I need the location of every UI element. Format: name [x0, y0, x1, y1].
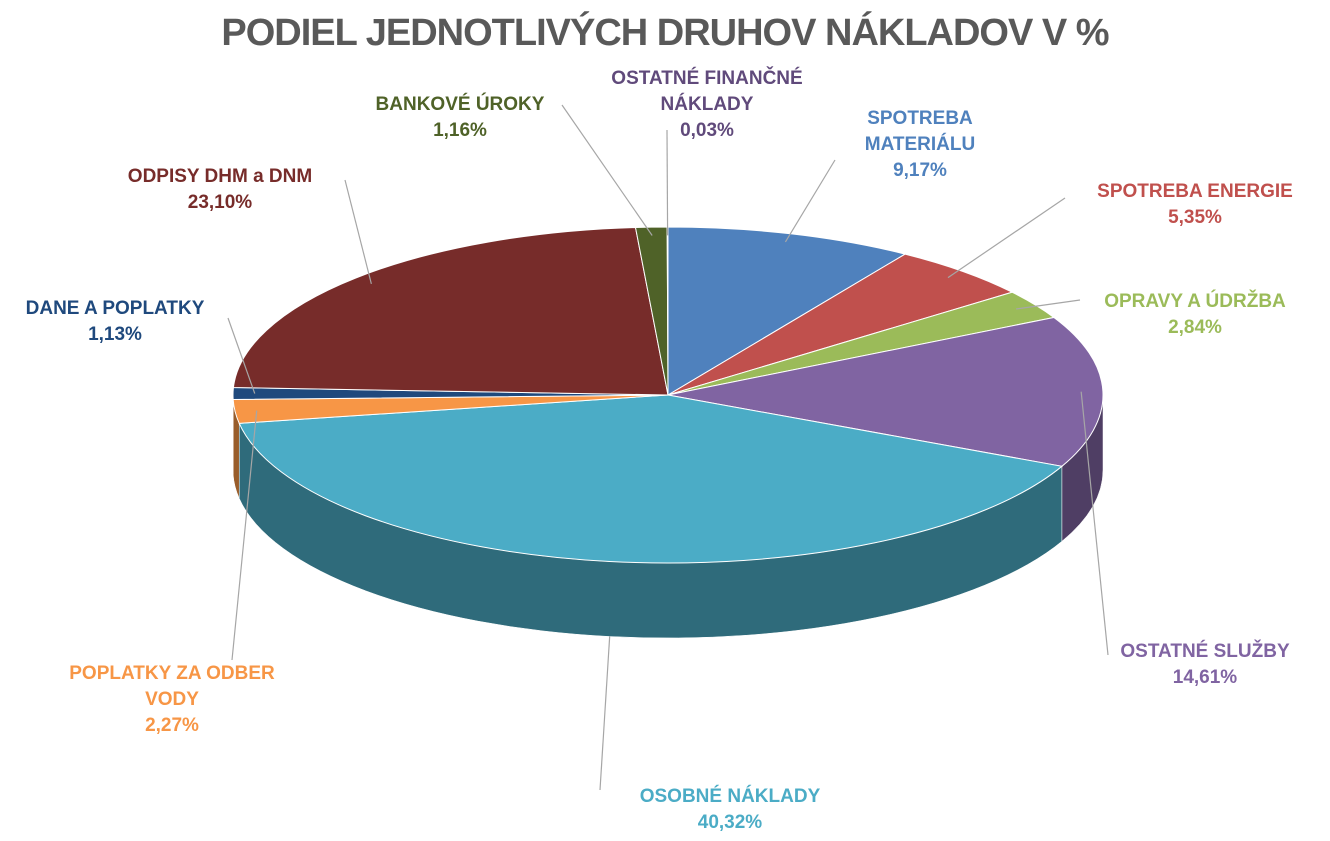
- slice: [238, 394, 1064, 564]
- value-label: 2,27%: [145, 715, 199, 736]
- slice: [667, 253, 1014, 396]
- data-label: BANKOVÉ ÚROKY 1,16%: [340, 92, 580, 144]
- value-label: 23,10%: [187, 192, 253, 213]
- leader-line: [561, 104, 653, 236]
- data-label: OPRAVY A ÚDRŽBA 2,84%: [1065, 289, 1325, 341]
- slice: [667, 226, 907, 396]
- value-label: 0,03%: [680, 120, 734, 141]
- chart-title: PODIEL JEDNOTLIVÝCH DRUHOV NÁKLADOV V %: [221, 12, 1109, 54]
- category-label: OSTATNÉ SLUŽBY: [1120, 641, 1290, 662]
- category-label: SPOTREBA MATERIÁLU: [864, 108, 976, 155]
- data-label: ODPISY DHM a DNM 23,10%: [80, 164, 360, 216]
- data-label: OSTATNÉ SLUŽBY 14,61%: [1095, 639, 1315, 691]
- leader-line: [227, 317, 256, 394]
- value-label: 5,35%: [1168, 207, 1222, 228]
- leader-line: [666, 129, 669, 236]
- leader-line: [947, 197, 1066, 279]
- value-label: 1,16%: [433, 120, 487, 141]
- value-label: 14,61%: [1172, 667, 1238, 688]
- value-label: 40,32%: [697, 812, 763, 833]
- category-label: ODPISY DHM a DNM: [127, 166, 313, 187]
- data-label: SPOTREBA ENERGIE 5,35%: [1065, 179, 1325, 231]
- category-label: OPRAVY A ÚDRŽBA: [1104, 291, 1286, 312]
- category-label: DANE A POPLATKY: [25, 298, 205, 319]
- slice: [667, 316, 1104, 467]
- data-label: POPLATKY ZA ODBER VODY 2,27%: [42, 661, 302, 739]
- category-label: POPLATKY ZA ODBER VODY: [69, 663, 275, 710]
- slice: [232, 226, 669, 396]
- leader-line: [784, 159, 836, 243]
- data-label: SPOTREBA MATERIÁLU 9,17%: [845, 106, 995, 184]
- data-label: OSOBNÉ NÁKLADY 40,32%: [600, 784, 860, 836]
- leader-line: [1080, 391, 1109, 656]
- leader-line: [344, 179, 372, 285]
- data-label: DANE A POPLATKY 1,13%: [0, 296, 235, 348]
- leader-line: [1016, 299, 1081, 310]
- category-label: BANKOVÉ ÚROKY: [375, 94, 545, 115]
- category-label: SPOTREBA ENERGIE: [1097, 181, 1293, 202]
- category-label: OSOBNÉ NÁKLADY: [639, 786, 821, 807]
- value-label: 1,13%: [88, 324, 142, 345]
- value-label: 2,84%: [1168, 317, 1222, 338]
- leader-line: [231, 410, 258, 661]
- data-label: OSTATNÉ FINANČNÉ NÁKLADY 0,03%: [587, 66, 827, 144]
- category-label: OSTATNÉ FINANČNÉ NÁKLADY: [611, 68, 803, 115]
- leader-line: [599, 636, 611, 791]
- value-label: 9,17%: [893, 160, 947, 181]
